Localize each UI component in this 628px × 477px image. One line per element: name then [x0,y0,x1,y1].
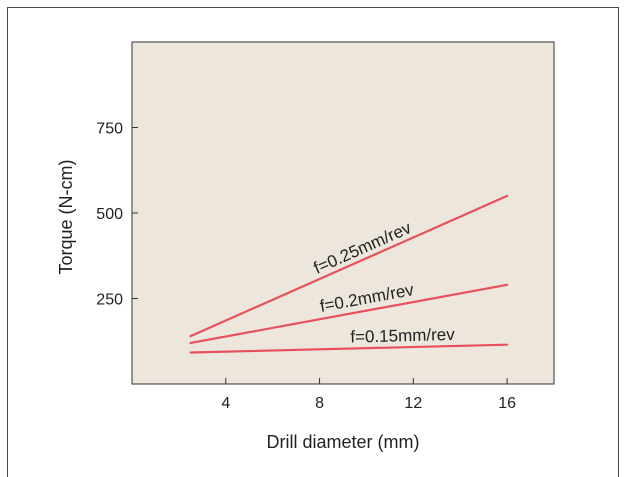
x-axis-ticks: 4 8 12 16 [221,378,516,412]
x-tick-label: 16 [498,395,516,412]
series-lines [189,194,509,354]
y-axis-ticks: 250 500 750 [96,121,138,309]
y-axis-title: Torque (N-cm) [56,159,76,274]
y-tick-label: 250 [96,292,123,309]
x-tick-label: 8 [315,395,324,412]
series-line [189,194,509,338]
y-tick-label: 750 [96,121,123,138]
figure-frame: 4 8 12 16 250 500 750 f=0.25mm/rev f=0.2mm/rev… [7,7,619,477]
series-line [189,343,509,354]
x-axis-title: Drill diameter (mm) [267,432,420,452]
series-line [189,283,509,345]
series-label: f=0.15mm/rev [350,325,455,347]
plot-area [131,41,555,385]
x-tick-label: 4 [221,395,230,412]
y-tick-label: 500 [96,206,123,223]
x-tick-label: 12 [404,395,422,412]
